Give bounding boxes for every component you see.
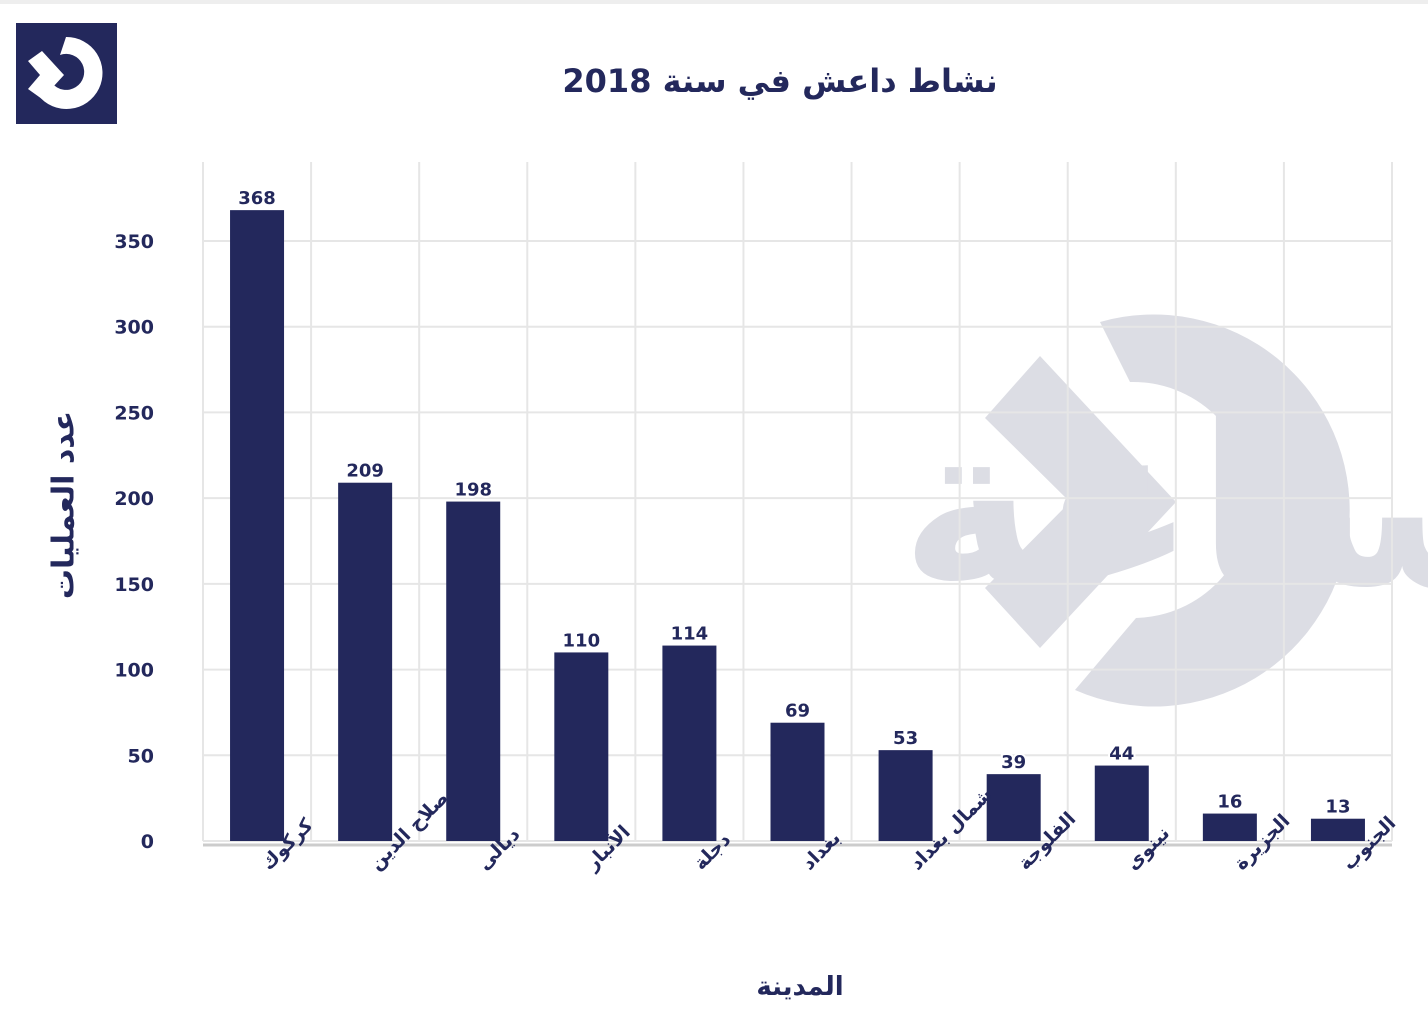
y-tick-label: 100 — [114, 660, 154, 682]
y-tick-label: 250 — [114, 402, 154, 424]
bar — [1094, 765, 1149, 841]
y-tick-label: 200 — [114, 488, 154, 510]
y-tick-label: 300 — [114, 317, 154, 339]
bar — [1310, 818, 1365, 841]
bar — [446, 501, 501, 841]
chart-grid: 0 50 100 150 200 250 300 350 — [114, 162, 1393, 853]
watermark-text: الساعة — [900, 373, 1428, 640]
top-divider — [0, 0, 1428, 4]
watermark-arrow-icon — [985, 356, 1176, 648]
data-label: 198 — [454, 480, 492, 501]
bar — [986, 774, 1041, 841]
data-label: 368 — [238, 188, 276, 209]
y-tick-label: 0 — [141, 831, 154, 853]
chart-bars — [230, 210, 1365, 842]
bar — [338, 482, 393, 841]
data-label: 110 — [563, 630, 601, 651]
watermark: الساعة — [900, 314, 1428, 707]
data-label: 69 — [785, 701, 810, 722]
bar — [770, 722, 825, 841]
data-label: 53 — [893, 728, 918, 749]
data-label: 16 — [1217, 792, 1242, 813]
bar — [230, 210, 285, 842]
bar — [662, 645, 717, 841]
y-axis-label: عدد العمليات — [46, 410, 82, 600]
chart-title: نشاط داعش في سنة 2018 — [562, 62, 998, 100]
y-tick-label: 150 — [114, 574, 154, 596]
play-arrow-logo-icon — [16, 23, 117, 124]
y-tick-label: 50 — [128, 745, 154, 767]
data-label: 13 — [1325, 797, 1350, 818]
data-label: 114 — [671, 624, 709, 645]
data-label: 44 — [1109, 744, 1134, 765]
data-label: 209 — [346, 461, 384, 482]
bar — [554, 652, 609, 841]
data-label: 39 — [1001, 752, 1026, 773]
bar — [1202, 813, 1257, 841]
y-tick-label: 350 — [114, 231, 154, 253]
x-axis-label: المدينة — [756, 972, 844, 1002]
bar — [878, 750, 933, 841]
